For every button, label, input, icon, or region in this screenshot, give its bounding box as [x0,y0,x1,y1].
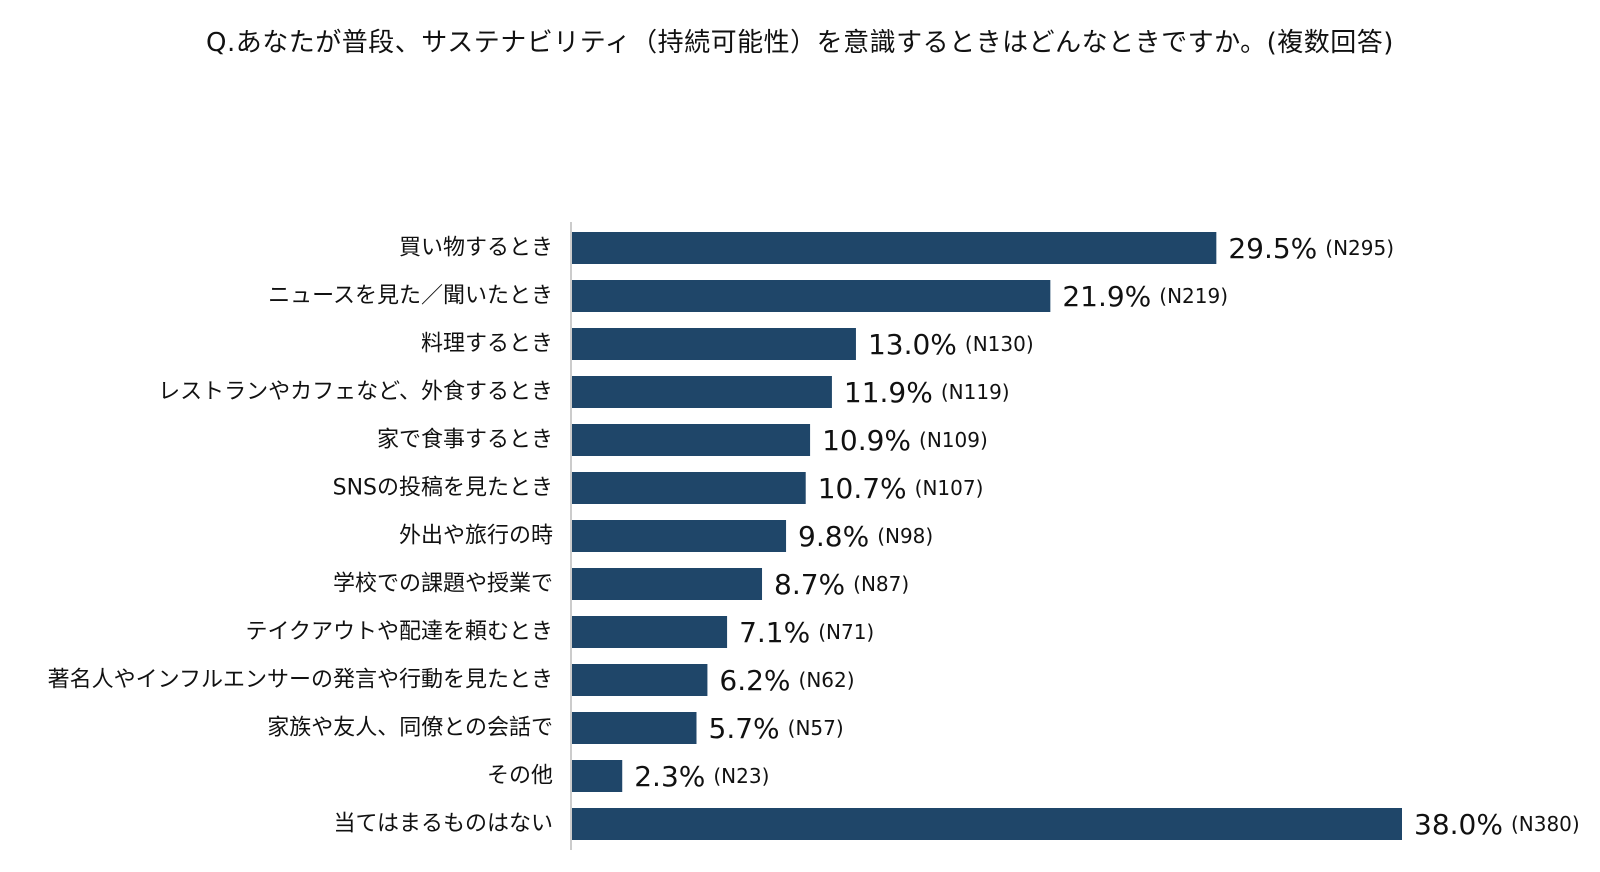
bar [572,568,763,600]
percent-label: 10.7% [818,472,907,505]
category-label: ニュースを見た／聞いたとき [268,284,553,309]
category-label: SNSの投稿を見たとき [333,476,553,501]
count-label: (N119) [941,380,1010,404]
percent-label: 21.9% [1062,280,1151,313]
value-label: 9.8% (N98) [798,520,933,553]
bar [572,232,1217,264]
value-label: 13.0% (N130) [868,328,1034,361]
percent-label: 7.1% [739,616,810,649]
chart-title: Q.あなたが普段、サステナビリティ（持続可能性）を意識するときはどんなときですか… [206,28,1394,58]
category-label: 料理するとき [421,332,553,357]
category-label: テイクアウトや配達を頼むとき [245,620,553,645]
category-label: 家で食事するとき [377,428,553,453]
value-label: 7.1% (N71) [739,616,874,649]
count-label: (N109) [919,428,988,452]
category-label: 著名人やインフルエンサーの発言や行動を見たとき [48,668,553,693]
value-label: 5.7% (N57) [709,712,844,745]
bar [572,808,1402,840]
value-label: 2.3% (N23) [634,760,769,793]
bars-layer: 買い物するとき 29.5% (N295) ニュースを見た／聞いたとき 21.9% (N21… [48,232,1580,841]
percent-label: 5.7% [709,712,780,745]
percent-label: 9.8% [798,520,869,553]
count-label: (N107) [915,476,984,500]
percent-label: 13.0% [868,328,957,361]
bar [572,520,787,552]
percent-label: 2.3% [634,760,705,793]
category-label: 学校での課題や授業で [333,572,553,597]
count-label: (N23) [713,764,769,788]
percent-label: 29.5% [1228,232,1317,265]
count-label: (N71) [818,620,874,644]
value-label: 6.2% (N62) [719,664,854,697]
category-label: 買い物するとき [399,236,553,261]
value-label: 29.5% (N295) [1228,232,1394,265]
bar [572,760,623,792]
count-label: (N380) [1511,812,1580,836]
count-label: (N62) [799,668,855,692]
count-label: (N57) [788,716,844,740]
category-label: 外出や旅行の時 [399,524,553,549]
percent-label: 11.9% [844,376,933,409]
category-label: レストランやカフェなど、外食するとき [158,380,553,405]
bar [572,616,728,648]
bar [572,472,806,504]
percent-label: 8.7% [774,568,845,601]
value-label: 21.9% (N219) [1062,280,1228,313]
category-label: 家族や友人、同僚との会話で [267,716,553,741]
percent-label: 10.9% [822,424,911,457]
value-label: 8.7% (N87) [774,568,909,601]
bar [572,712,697,744]
value-label: 10.9% (N109) [822,424,988,457]
count-label: (N219) [1159,284,1228,308]
bar [572,280,1051,312]
bar [572,664,708,696]
count-label: (N130) [965,332,1034,356]
value-label: 38.0% (N380) [1414,808,1580,841]
percent-label: 6.2% [719,664,790,697]
count-label: (N295) [1325,236,1394,260]
category-label: 当てはまるものはない [333,812,553,837]
value-label: 10.7% (N107) [818,472,984,505]
count-label: (N98) [877,524,933,548]
bar [572,376,832,408]
bar [572,328,856,360]
value-label: 11.9% (N119) [844,376,1010,409]
category-label: その他 [487,764,553,789]
count-label: (N87) [853,572,909,596]
percent-label: 38.0% [1414,808,1503,841]
bar [572,424,811,456]
